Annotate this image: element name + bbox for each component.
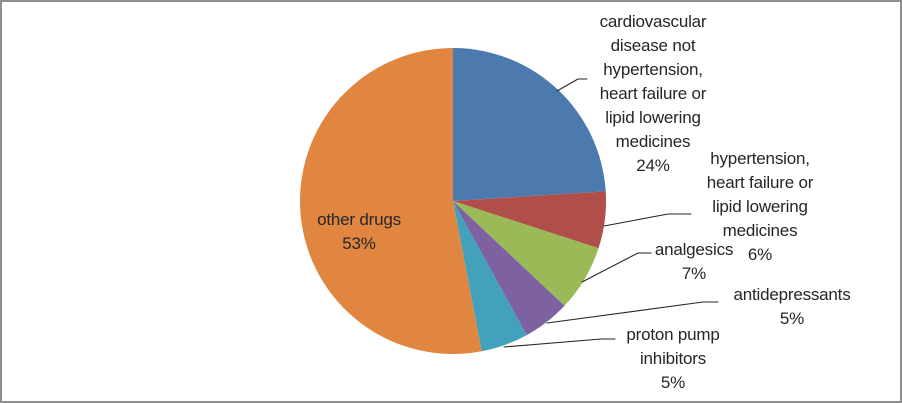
pie-slice-other-drugs: [300, 48, 482, 355]
leader-line-antidepressants: [546, 301, 719, 324]
leader-lines: [503, 78, 719, 348]
leader-line-cardiovascular: [556, 78, 588, 92]
data-label-other-drugs: other drugs 53%: [317, 210, 401, 253]
leader-line-proton-pump: [503, 338, 616, 348]
data-label-proton-pump-inhibitors: proton pump inhibitors 5%: [626, 325, 720, 392]
data-label-hypertension-heart-failure: hypertension, heart failure or lipid low…: [706, 149, 814, 264]
pie-slice-antidepressants: [453, 201, 565, 336]
pie-slice-cardiovascular-disease-not-hypertension: [453, 48, 606, 201]
data-label-analgesics: analgesics 7%: [654, 240, 734, 283]
pie-slice-proton-pump-inhibitors: [453, 201, 527, 352]
pie-slices: [300, 48, 607, 355]
data-label-antidepressants: antidepressants 5%: [733, 285, 851, 328]
leader-line-hypertension: [603, 213, 692, 227]
pie-slice-hypertension-heart-failure-lipid-lowering: [453, 191, 607, 249]
leader-line-analgesics: [581, 252, 652, 283]
pie-slice-analgesics: [453, 201, 599, 306]
data-label-cardiovascular-disease: cardiovascular disease not hypertension,…: [599, 12, 707, 175]
